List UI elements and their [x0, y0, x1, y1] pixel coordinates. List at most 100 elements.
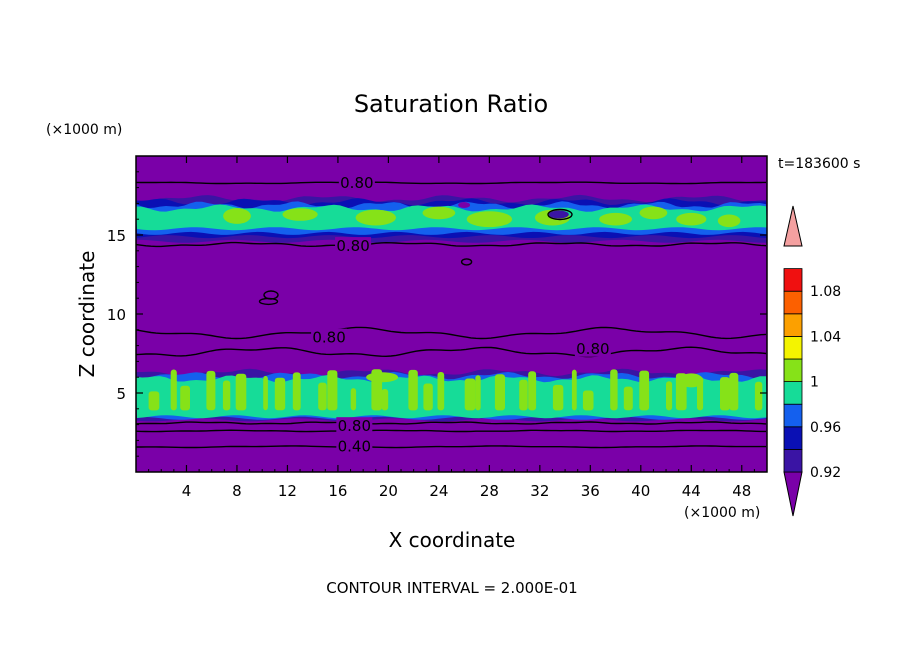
- colorbar-max-arrow: [783, 205, 803, 247]
- upper-blob-9: [639, 206, 668, 220]
- lower-plume-6: [263, 375, 268, 411]
- contour-lines: [136, 181, 767, 449]
- x-tick-label-4: 20: [379, 482, 398, 500]
- contour-label-group: 0.80 0.80 0.80 0.80 0.80 0.40: [311, 173, 611, 456]
- colorbar: 0.92 0.96 1 1.04 1.08: [783, 205, 841, 517]
- x-tick-label-0: 4: [182, 482, 192, 500]
- contour-label-bg-2: [311, 328, 348, 346]
- lower-plume-13: [381, 389, 389, 411]
- x-axis-label: X coordinate: [389, 528, 516, 552]
- contour-080-top: [136, 181, 767, 185]
- y-axis: 5 10 15: [107, 171, 767, 457]
- x-tick-label-10: 44: [682, 482, 701, 500]
- lower-plume-31: [720, 377, 730, 411]
- lower-plume-32: [729, 372, 739, 411]
- y-tick-label-2: 15: [107, 227, 126, 245]
- upper-dry-patch: [548, 210, 569, 219]
- contour-closed-c: [460, 258, 473, 266]
- lower-plume-22: [552, 384, 564, 411]
- colorbar-segment-6: [783, 335, 803, 360]
- upper-blob-6: [599, 212, 632, 226]
- contour-interval-footer: CONTOUR INTERVAL = 2.000E-01: [326, 579, 577, 597]
- lower-plume-24: [582, 390, 594, 411]
- contour-060-lower: [136, 429, 766, 433]
- lower-plume-0: [148, 391, 160, 411]
- upper-blob-3: [422, 206, 456, 220]
- saturation-field: [136, 194, 767, 422]
- colorbar-segment-5: [783, 358, 803, 383]
- colorbar-label-4: 1.08: [810, 284, 841, 300]
- lower-plume-19: [494, 374, 505, 411]
- contour-label-1: 0.80: [336, 237, 369, 255]
- x-tick-label-7: 32: [530, 482, 549, 500]
- lower-plume-14: [408, 369, 418, 411]
- upper-blob-7: [676, 212, 707, 226]
- contour-label-2: 0.80: [312, 329, 345, 347]
- lower-plume-21: [528, 371, 537, 411]
- lower-blob-b: [679, 373, 704, 388]
- lower-plume-10: [327, 370, 338, 411]
- contour-label-0: 0.80: [340, 174, 373, 192]
- lower-plume-9: [318, 382, 327, 411]
- lower-plume-11: [350, 388, 357, 411]
- lower-plume-5: [235, 373, 247, 411]
- lower-plume-7: [274, 377, 286, 411]
- lower-plume-4: [222, 380, 231, 411]
- colorbar-segment-3: [783, 403, 803, 428]
- colorbar-segment-1: [783, 448, 803, 473]
- lower-plume-15: [423, 383, 433, 411]
- chart-title: Saturation Ratio: [354, 90, 548, 118]
- x-tick-label-11: 48: [732, 482, 751, 500]
- colorbar-segment-7: [783, 313, 803, 337]
- upper-blob-4: [466, 211, 513, 228]
- lower-plume-1: [170, 369, 177, 411]
- lower-band-100: [136, 375, 767, 419]
- contour-080-upper: [136, 241, 767, 248]
- colorbar-label-1: 0.96: [810, 420, 841, 436]
- colorbar-label-2: 1: [810, 375, 819, 391]
- lower-plume-17: [464, 378, 476, 411]
- lower-plume-20: [519, 379, 528, 411]
- contour-080-mid-b: [136, 346, 767, 358]
- colorbar-label-0: 0.92: [810, 465, 841, 481]
- x-tick-label-3: 16: [328, 482, 347, 500]
- time-label: t=183600 s: [778, 156, 860, 172]
- x-tick-label-1: 8: [232, 482, 242, 500]
- lower-plume-23: [571, 369, 577, 411]
- y-tick-label-0: 5: [116, 385, 126, 403]
- y-axis-label: Z coordinate: [75, 251, 99, 378]
- lower-plume-25: [610, 369, 618, 411]
- lower-plume-2: [180, 385, 190, 411]
- upper-dry-spot: [458, 202, 471, 208]
- colorbar-min-arrow: [783, 471, 803, 517]
- contour-label-bg-4: [336, 417, 373, 435]
- colorbar-segment-9: [783, 268, 803, 292]
- colorbar-segment-8: [783, 290, 803, 315]
- upper-blob-8: [717, 214, 741, 228]
- lower-blob-a: [366, 372, 399, 383]
- contour-040: [136, 445, 766, 449]
- contour-label-5: 0.40: [338, 438, 371, 456]
- lower-plume-28: [666, 381, 673, 411]
- colorbar-label-3: 1.04: [810, 329, 841, 345]
- contour-closed-d: [547, 208, 573, 221]
- x-tick-label-9: 40: [631, 482, 650, 500]
- x-tick-label-5: 24: [429, 482, 448, 500]
- lower-plume-27: [639, 370, 650, 411]
- contour-080-lower: [136, 421, 767, 425]
- upper-blob-1: [282, 208, 318, 221]
- lower-plume-26: [623, 386, 633, 411]
- contour-label-4: 0.80: [338, 417, 371, 435]
- lower-plume-16: [437, 372, 445, 411]
- lower-plume-3: [206, 370, 216, 411]
- x-axis: 4 8 12 16 20 24 28 32 36 40 44 48: [148, 156, 755, 500]
- colorbar-segment-4: [783, 381, 803, 405]
- y-tick-label-1: 10: [107, 306, 126, 324]
- contour-closed-b: [258, 297, 279, 306]
- lower-plume-33: [754, 381, 763, 411]
- lower-plume-8: [292, 372, 301, 411]
- colorbar-segment-2: [783, 426, 803, 450]
- contour-080-mid-a: [136, 326, 767, 340]
- contour-label-bg-5: [336, 437, 373, 455]
